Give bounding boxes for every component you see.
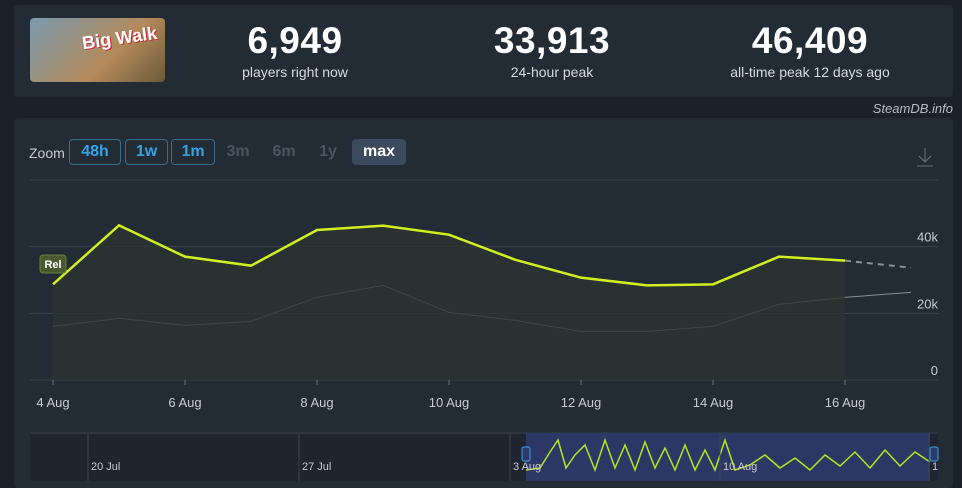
stat-label: players right now [242,64,348,80]
navigator-label: 10 Aug [723,461,757,473]
zoom-button[interactable]: 1y [319,143,337,160]
stat: 46,409 all-time peak 12 days ago [700,20,920,80]
download-icon[interactable] [917,148,933,167]
y-tick-label: 40k [917,230,938,245]
stat-label: all-time peak 12 days ago [730,64,890,80]
navigator-handle[interactable] [521,446,531,462]
x-tick-label: 12 Aug [561,395,602,410]
zoom-button[interactable]: 48h [69,139,121,165]
stat-value: 46,409 [751,20,869,61]
stat-value: 6,949 [247,20,343,61]
zoom-button[interactable]: 1w [125,139,168,165]
zoom-button[interactable]: 3m [226,143,250,160]
zoom-label: Zoom [29,145,65,161]
navigator-label: 1 [932,461,938,473]
zoom-button[interactable]: max [352,139,406,165]
line [52,223,846,287]
stat-value: 33,913 [493,20,611,61]
navigator-handle[interactable] [929,446,939,462]
line-estimate [844,259,912,269]
navigator-label: 27 Jul [302,461,331,473]
game-logo: Big Walk [30,18,165,82]
stat: 33,913 24-hour peak [442,20,662,80]
navigator-window[interactable] [526,433,930,481]
x-tick-label: 10 Aug [429,395,470,410]
navigator-label: 3 Aug [513,461,541,473]
stat-label: 24-hour peak [510,64,594,80]
x-tick-label: 6 Aug [168,395,201,410]
stat: 6,949 players right now [185,20,405,80]
navigator-line [525,437,931,473]
navigator-label: 20 Jul [91,461,120,473]
area [53,225,845,380]
zoom-button[interactable]: 6m [272,143,296,160]
x-tick-label: 14 Aug [693,395,734,410]
credit[interactable]: SteamDB.info [872,101,953,116]
stats-card [14,5,953,97]
flag-box [39,254,67,274]
x-tick-label: 16 Aug [825,395,866,410]
y-tick-label: 20k [917,296,938,311]
x-tick-label: 4 Aug [36,395,69,410]
y-tick-label: 0 [931,363,938,378]
x-tick-label: 8 Aug [300,395,333,410]
flag: Rel [44,259,61,271]
zoom-button[interactable]: 1m [171,139,215,165]
